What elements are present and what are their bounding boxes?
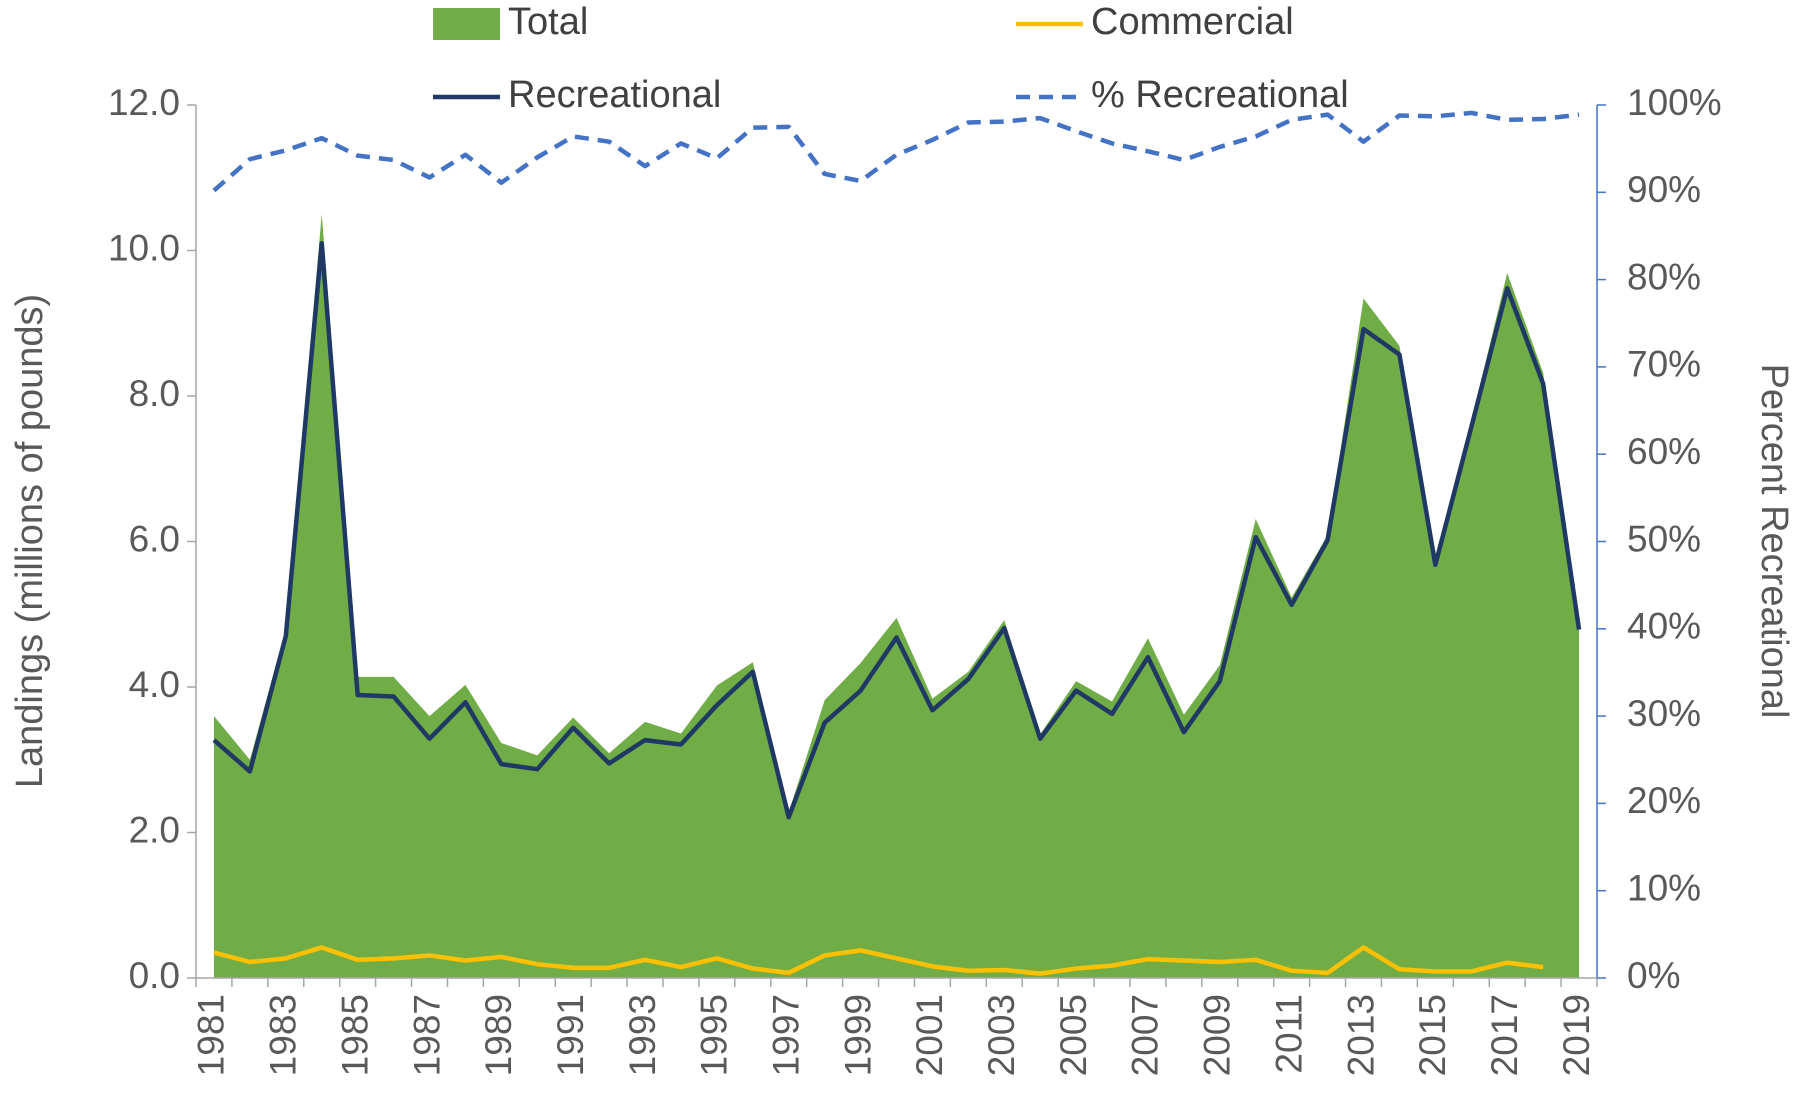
- y-tick-label: 8.0: [129, 373, 180, 414]
- x-tick-label: 1981: [191, 994, 232, 1076]
- y2-axis-title: Percent Recreational: [1753, 364, 1795, 719]
- y-tick-label: 10.0: [108, 227, 180, 268]
- legend-label: Recreational: [508, 74, 721, 116]
- legend-swatch: [433, 8, 500, 40]
- x-tick-label: 1983: [263, 994, 304, 1076]
- x-tick-label: 2011: [1268, 994, 1309, 1074]
- legend-label: Total: [508, 1, 588, 43]
- y2-tick-label: 70%: [1627, 344, 1701, 385]
- x-tick-label: 1997: [766, 994, 807, 1076]
- y-tick-label: 2.0: [129, 809, 180, 850]
- x-tick-label: 2007: [1125, 994, 1166, 1076]
- x-tick-label: 2019: [1556, 994, 1597, 1076]
- x-tick-label: 2013: [1340, 994, 1381, 1076]
- y-axis-title: Landings (millions of pounds): [9, 294, 51, 788]
- y2-tick-label: 40%: [1627, 606, 1701, 647]
- legend-label: Commercial: [1091, 1, 1294, 43]
- y2-tick-label: 100%: [1627, 82, 1722, 123]
- x-tick-label: 2017: [1484, 994, 1525, 1076]
- y-tick-label: 4.0: [129, 664, 180, 705]
- y2-tick-label: 0%: [1627, 955, 1680, 996]
- line: [212, 240, 1582, 820]
- y2-tick-label: 80%: [1627, 256, 1701, 297]
- x-tick-label: 1993: [622, 994, 663, 1076]
- x-tick-label: 1989: [478, 994, 519, 1076]
- x-tick-label: 1999: [837, 994, 878, 1076]
- x-tick-label: 2005: [1053, 994, 1094, 1076]
- y-tick-label: 12.0: [108, 82, 180, 123]
- x-tick-label: 1991: [550, 994, 591, 1076]
- x-tick-label: 2003: [981, 994, 1022, 1076]
- x-tick-label: 1985: [334, 994, 375, 1076]
- y2-tick-label: 10%: [1627, 867, 1701, 908]
- x-tick-label: 1995: [694, 994, 735, 1076]
- y2-tick-label: 60%: [1627, 431, 1701, 472]
- y2-tick-label: 30%: [1627, 693, 1701, 734]
- y-tick-label: 0.0: [129, 955, 180, 996]
- y-tick-label: 6.0: [129, 518, 180, 559]
- x-tick-label: 2015: [1412, 994, 1453, 1076]
- x-tick-label: 2009: [1197, 994, 1238, 1076]
- legend-label: % Recreational: [1091, 74, 1349, 116]
- dashed-line: [212, 110, 1580, 193]
- x-tick-label: 1987: [406, 994, 447, 1076]
- x-tick-label: 2001: [909, 994, 950, 1076]
- area: [213, 214, 1580, 978]
- y2-tick-label: 90%: [1627, 169, 1701, 210]
- line: [213, 945, 1544, 976]
- y2-tick-label: 50%: [1627, 518, 1701, 559]
- y2-tick-label: 20%: [1627, 780, 1701, 821]
